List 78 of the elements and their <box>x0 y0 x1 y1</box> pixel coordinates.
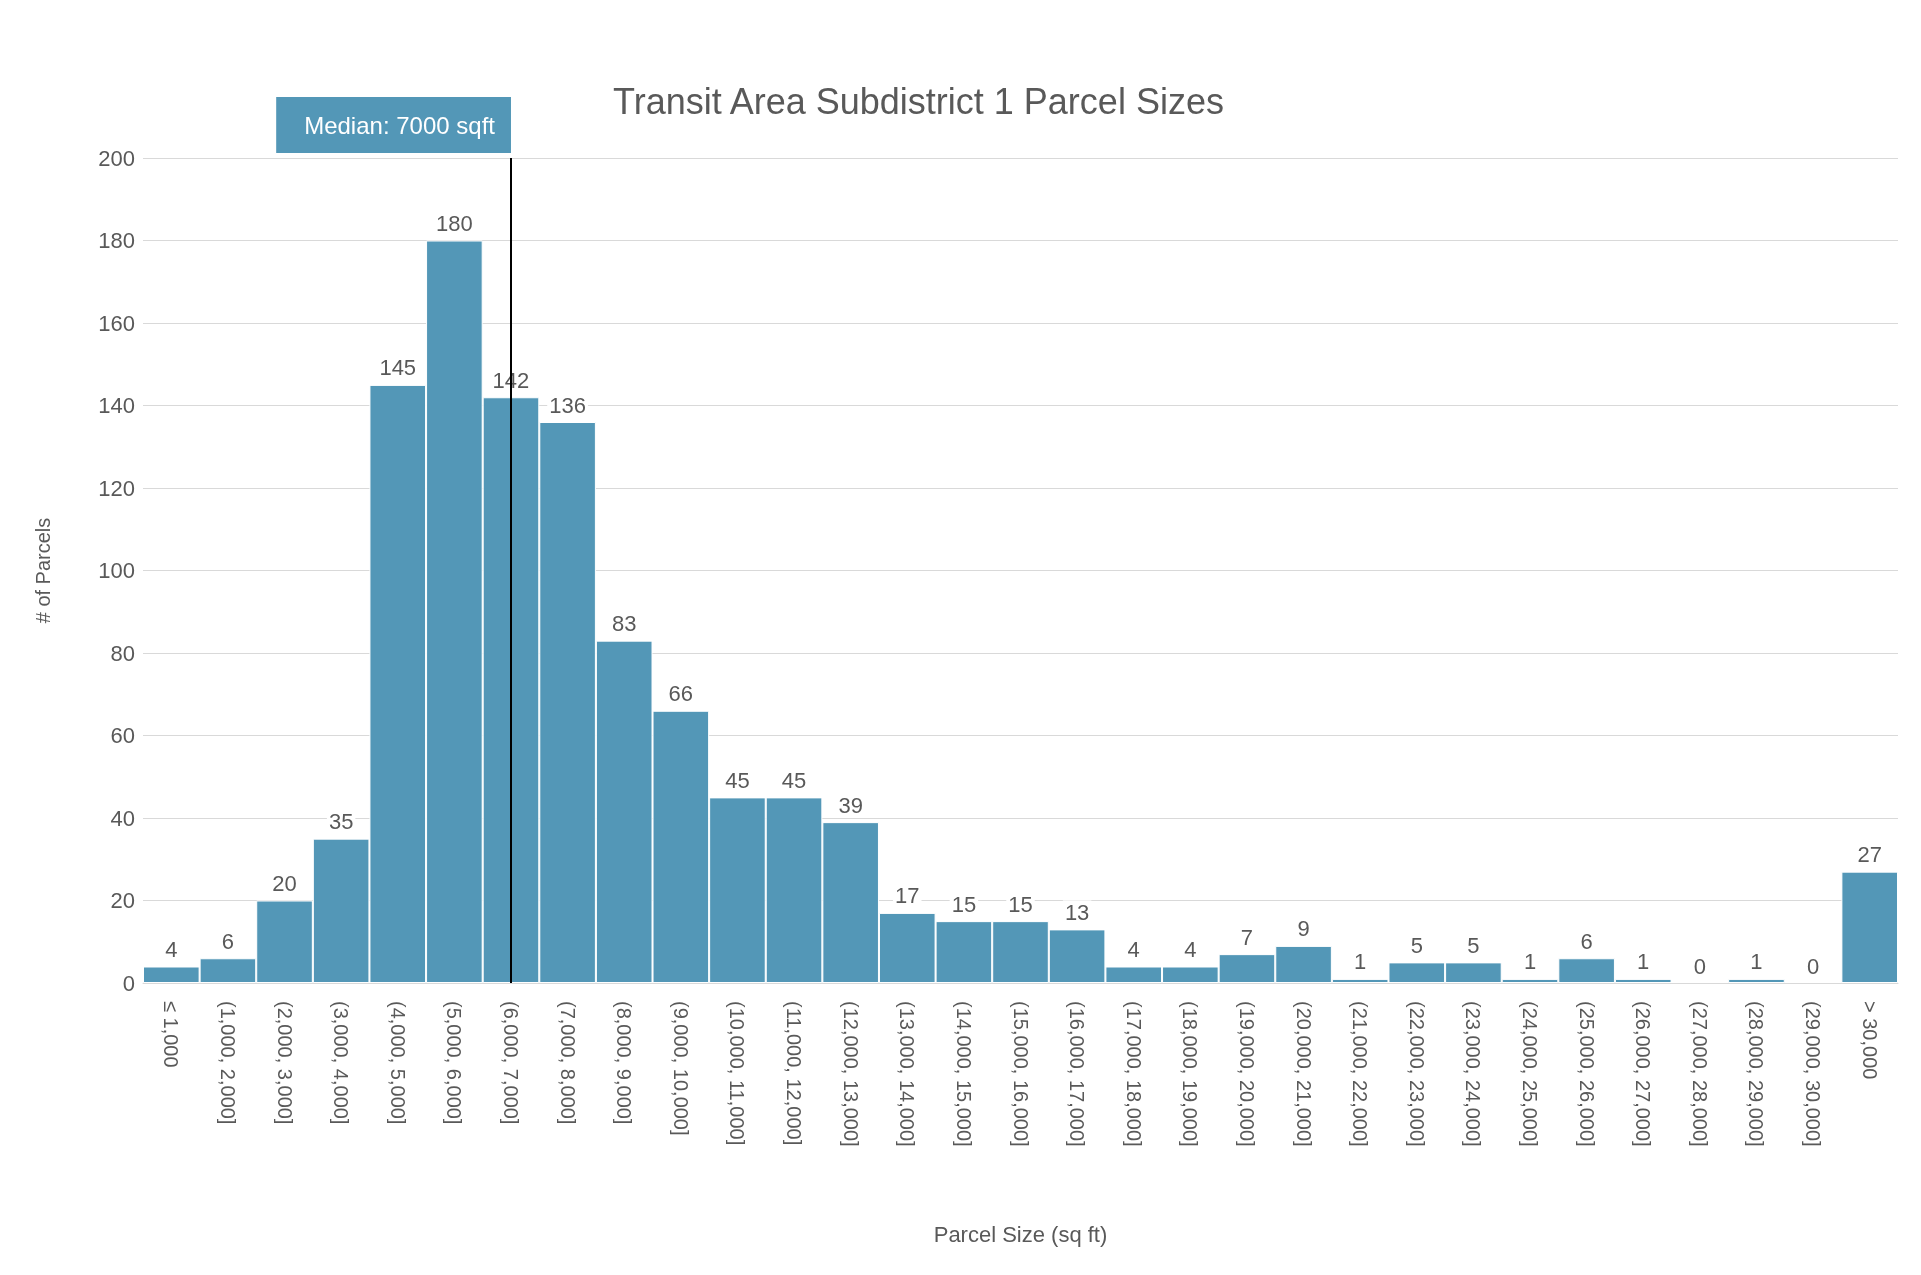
x-tick-label: (9,000, 10,000] <box>669 1001 692 1136</box>
x-tick-label: (6,000, 7,000] <box>499 1001 522 1125</box>
data-label: 27 <box>1857 842 1882 868</box>
bar <box>1841 871 1898 983</box>
data-label: 45 <box>725 767 750 793</box>
x-tick-label: (27,000, 28,000] <box>1688 1001 1711 1147</box>
data-label: 20 <box>272 871 297 896</box>
data-label: 83 <box>611 611 637 637</box>
x-tick-label: (21,000, 22,000] <box>1349 1001 1372 1147</box>
data-label: 4 <box>1184 937 1197 962</box>
x-axis-title: Parcel Size (sq ft) <box>933 1221 1108 1247</box>
y-tick-label: 20 <box>110 888 135 913</box>
y-tick-label: 100 <box>98 558 135 583</box>
chart-title: Transit Area Subdistrict 1 Parcel Sizes <box>613 80 1224 122</box>
data-label: 1 <box>1750 949 1763 975</box>
data-label: 45 <box>781 767 807 793</box>
x-tick-label: (2,000, 3,000] <box>273 1001 296 1125</box>
x-tick-label: (26,000, 27,000] <box>1632 1001 1655 1147</box>
data-label: 5 <box>1467 932 1480 958</box>
x-tick-label: (12,000, 13,000] <box>839 1001 862 1147</box>
x-tick-label: (11,000, 12,000] <box>783 1001 806 1146</box>
y-tick-label: 120 <box>98 475 135 501</box>
x-tick-label: (14,000, 15,000] <box>952 1001 975 1147</box>
x-tick-label: (23,000, 24,000] <box>1462 1001 1485 1147</box>
x-tick-label: (3,000, 4,000] <box>330 1001 353 1125</box>
data-label: 5 <box>1410 932 1423 958</box>
data-label: 13 <box>1064 899 1090 925</box>
x-tick-label: (1,000, 2,000] <box>216 1001 239 1125</box>
data-label: 6 <box>221 928 235 954</box>
data-label: 1 <box>1523 949 1537 975</box>
x-tick-label: (28,000, 29,000] <box>1745 1001 1768 1147</box>
x-tick-label: (13,000, 14,000] <box>896 1001 919 1147</box>
data-label: 145 <box>379 355 417 381</box>
x-tick-label: (8,000, 9,000] <box>613 1001 636 1125</box>
x-tick-label: (25,000, 26,000] <box>1575 1001 1598 1147</box>
x-tick-label: (20,000, 21,000] <box>1292 1001 1315 1147</box>
y-tick-label: 180 <box>98 228 135 253</box>
bar <box>1728 978 1785 983</box>
ref-line-label: Median: 7000 sqft <box>304 111 496 139</box>
y-tick-label: 40 <box>110 805 135 831</box>
data-label: 66 <box>668 681 694 707</box>
y-tick-label: 200 <box>98 145 135 171</box>
data-label: 1 <box>1354 949 1367 975</box>
data-label: 17 <box>895 883 920 909</box>
data-label: 136 <box>549 392 586 418</box>
x-tick-label: (15,000, 16,000] <box>1009 1001 1032 1147</box>
y-tick-label: 60 <box>110 723 135 748</box>
x-tick-label: (22,000, 23,000] <box>1405 1001 1428 1147</box>
data-label: 0 <box>1806 953 1820 979</box>
x-tick-label: > 30,000 <box>1858 1001 1881 1080</box>
x-tick-label: (16,000, 17,000] <box>1066 1001 1089 1147</box>
data-label: 15 <box>951 891 977 917</box>
y-tick-label: 0 <box>122 970 135 996</box>
x-tick-label: (7,000, 8,000] <box>556 1001 579 1125</box>
data-label: 0 <box>1693 953 1706 979</box>
x-tick-label: (17,000, 18,000] <box>1122 1001 1145 1147</box>
y-axis-title: # of Parcels <box>32 517 54 624</box>
data-label: 1 <box>1637 949 1650 975</box>
data-label: 35 <box>328 809 354 835</box>
x-tick-label: (5,000, 6,000] <box>443 1001 466 1125</box>
data-label: 39 <box>838 792 863 818</box>
y-tick-label: 80 <box>110 640 135 666</box>
x-tick-label: ≤ 1,000 <box>160 1001 183 1068</box>
x-tick-label: (19,000, 20,000] <box>1235 1001 1258 1147</box>
x-tick-label: (18,000, 19,000] <box>1179 1001 1202 1147</box>
data-label: 9 <box>1297 916 1310 942</box>
x-tick-label: (24,000, 25,000] <box>1519 1001 1542 1147</box>
data-label: 4 <box>1127 937 1140 962</box>
x-tick-label: (4,000, 5,000] <box>386 1001 409 1125</box>
data-label: 4 <box>165 937 178 962</box>
y-tick-label: 140 <box>98 393 135 418</box>
data-label: 15 <box>1008 891 1033 917</box>
data-label: 6 <box>1580 928 1593 954</box>
data-label: 7 <box>1240 924 1254 950</box>
x-tick-label: (10,000, 11,000] <box>726 1001 749 1146</box>
y-tick-label: 160 <box>98 310 135 336</box>
data-label: 180 <box>436 211 473 236</box>
x-tick-label: (29,000, 30,000] <box>1802 1001 1825 1147</box>
